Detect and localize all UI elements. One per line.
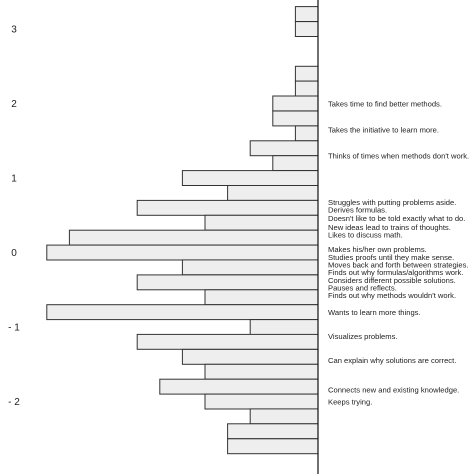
item-label: Pauses and reflects. [328,284,397,293]
item-label: New ideas lead to trains of thoughts. [328,223,451,232]
histogram-bar [272,155,319,172]
histogram-bar [136,333,319,350]
histogram-bar [227,423,319,440]
item-label: Finds out why methods wouldn't work. [328,291,456,300]
histogram-bar [294,65,319,82]
histogram-bar [227,438,319,455]
histogram-bar [272,110,319,127]
bars-layer [46,6,319,455]
histogram-bar [294,125,319,142]
histogram-bar [181,259,319,276]
item-label: Thinks of times when methods don't work. [328,152,469,161]
histogram-bar [249,140,319,157]
item-label: Can explain why solutions are correct. [328,356,456,365]
histogram-bar [136,199,319,216]
y-tick-label: 0 [11,248,17,259]
histogram-bar [227,185,319,201]
item-label: Takes time to find better methods. [328,100,442,109]
item-label: Considers different possible solutions. [328,276,456,285]
histogram-bar [204,393,319,410]
item-label: Studies proofs until they make sense. [328,253,454,262]
histogram-bar [204,214,319,231]
histogram-bar [294,6,319,22]
histogram-bar [159,378,319,395]
item-label: Connects new and existing knowledge. [328,386,459,395]
histogram-bar [204,289,319,306]
histogram-bar [46,244,319,261]
item-label: Struggles with putting problems aside. [328,198,456,207]
item-label: Keeps trying. [328,398,372,407]
item-labels: Takes time to find better methods. Takes … [328,100,469,407]
item-label: Likes to discuss math. [328,231,403,240]
histogram-bar [294,80,319,97]
item-label: Finds out why formulas/algorithms work. [328,268,463,277]
histogram-bar [181,348,319,365]
histogram-bar [249,319,319,336]
y-tick-labels: 3 2 1 0 - 1 - 2 [8,25,20,409]
item-label: Derives formulas. [328,205,387,214]
item-label: Visualizes problems. [328,332,398,341]
histogram-bar [181,170,319,187]
histogram-bar [136,274,319,291]
histogram-bar [68,229,319,246]
y-tick-label: - 2 [8,397,20,408]
histogram-bar [204,363,319,380]
histogram-bar [46,304,319,321]
item-label: Moves back and forth between strategies. [328,260,469,269]
y-tick-label: 2 [11,99,17,110]
y-tick-label: 1 [11,174,17,185]
item-label: Takes the initiative to learn more. [328,126,439,135]
item-label: Makes his/her own problems. [328,245,427,254]
histogram-bar [272,95,319,112]
y-tick-label: 3 [11,25,17,36]
item-label: Wants to learn more things. [328,308,421,317]
histogram-bar [249,408,319,425]
y-tick-label: - 1 [8,323,20,334]
item-label: Doesn't like to be told exactly what to … [328,214,465,223]
histogram-bar [294,21,319,37]
